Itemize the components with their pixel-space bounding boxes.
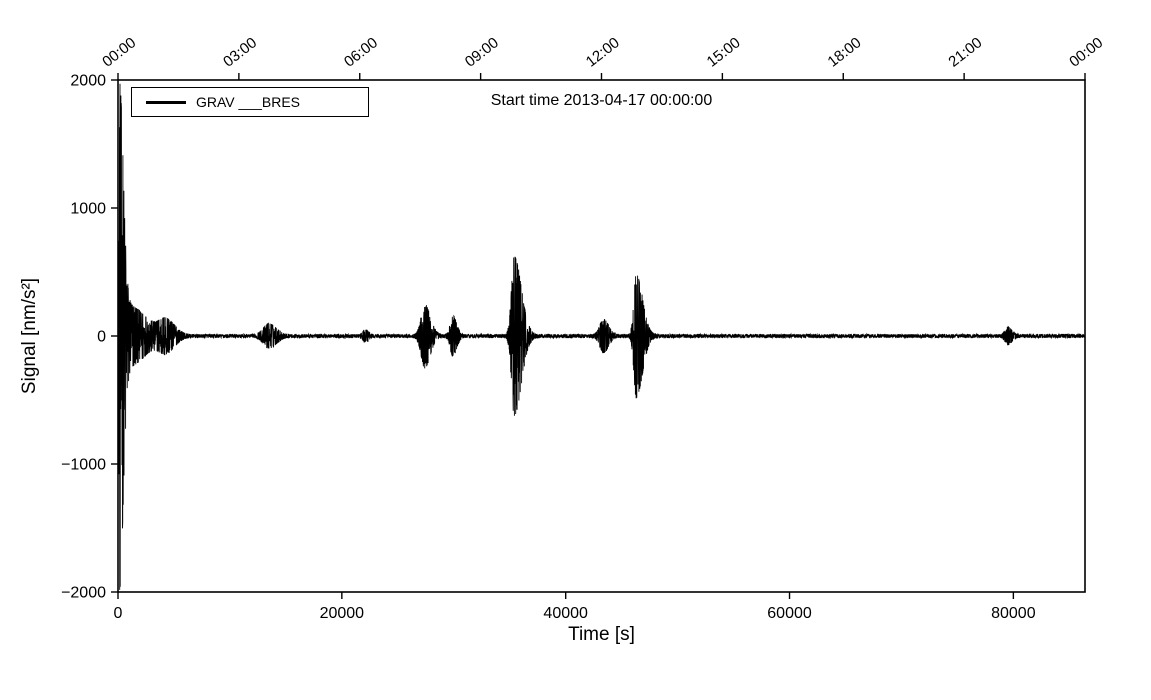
legend-line-sample — [146, 100, 186, 104]
y-tick-label: 0 — [97, 329, 106, 346]
x-top-tick-label: 06:00 — [341, 34, 381, 71]
legend-label: GRAV ___BRES — [196, 94, 301, 110]
x-top-tick-label: 00:00 — [1066, 34, 1106, 71]
y-tick-label: 1000 — [70, 201, 106, 218]
x-top-tick-label: 09:00 — [462, 34, 502, 71]
x-tick-label: 60000 — [767, 605, 812, 622]
y-tick-label: −2000 — [61, 585, 106, 602]
x-axis-title: Time [s] — [568, 624, 635, 645]
x-tick-label: 0 — [114, 605, 123, 622]
x-tick-label: 40000 — [543, 605, 588, 622]
x-top-tick-label: 21:00 — [945, 34, 985, 71]
y-tick-label: −1000 — [61, 457, 106, 474]
x-top-tick-label: 18:00 — [824, 34, 864, 71]
chart-title: Start time 2013-04-17 00:00:00 — [490, 92, 713, 109]
plot-frame — [117, 79, 1086, 593]
legend: GRAV ___BRES — [131, 87, 369, 117]
y-tick-label: 2000 — [70, 73, 106, 90]
x-top-tick-label: 15:00 — [704, 34, 744, 71]
y-axis-title: Signal [nm/s²] — [19, 277, 40, 395]
x-top-tick-label: 00:00 — [99, 34, 139, 71]
x-tick-label: 80000 — [991, 605, 1036, 622]
x-top-tick-label: 03:00 — [220, 34, 260, 71]
waveform-trace — [117, 83, 1086, 590]
x-top-tick-label: 12:00 — [583, 34, 623, 71]
x-tick-label: 20000 — [320, 605, 365, 622]
